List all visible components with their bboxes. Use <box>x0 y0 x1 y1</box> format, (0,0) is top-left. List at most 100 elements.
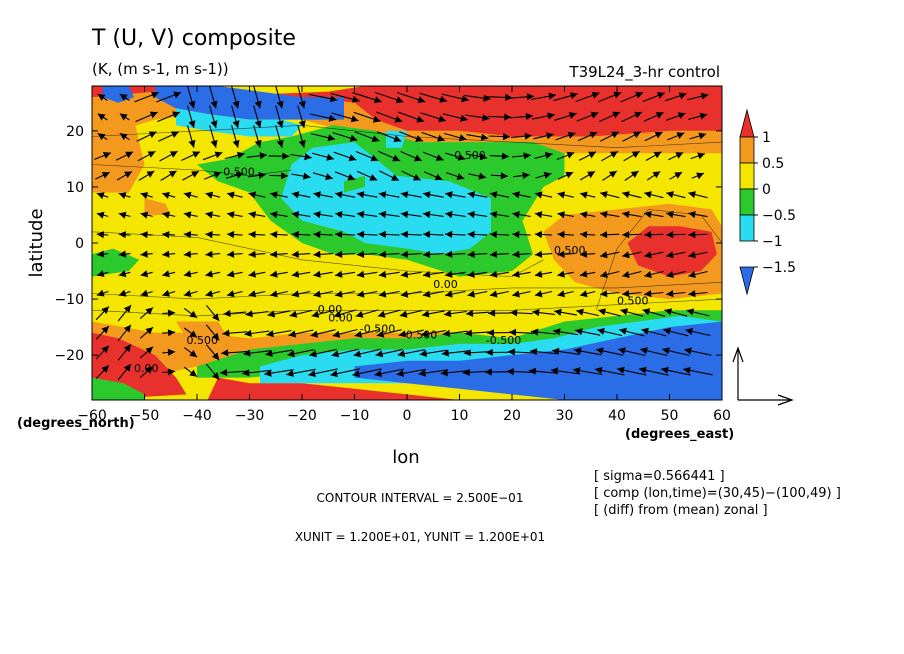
wind-vector-head <box>356 230 364 238</box>
wind-vector-head <box>291 290 300 298</box>
wind-vector <box>441 93 469 103</box>
wind-vector-head <box>630 171 639 178</box>
wind-vector-head <box>612 111 621 119</box>
wind-vector-head <box>96 211 105 219</box>
wind-vector <box>532 112 555 120</box>
wind-vector-head <box>677 112 686 120</box>
wind-vector-head <box>400 210 409 219</box>
wind-vector-head <box>265 349 273 357</box>
wind-vector-head <box>243 349 251 357</box>
wind-vector <box>202 151 223 161</box>
wind-vector-head <box>610 151 618 158</box>
wind-vector-head <box>400 270 409 278</box>
wind-vector <box>248 290 266 298</box>
wind-vector-head <box>503 133 511 141</box>
contour-label: -0.500 <box>402 328 437 341</box>
contour-label: 0.00 <box>328 312 353 325</box>
wind-vector <box>644 191 664 199</box>
wind-vector <box>644 231 664 239</box>
wind-vector <box>205 211 221 219</box>
wind-vector-head <box>580 231 588 239</box>
wind-vector-head <box>663 327 671 335</box>
wind-vector-head <box>642 308 651 316</box>
wind-vector <box>600 131 620 142</box>
wind-vector <box>573 347 602 356</box>
wind-vector <box>140 289 153 297</box>
wind-vector-head <box>326 153 334 161</box>
wind-vector <box>508 93 535 101</box>
wind-vector-head <box>118 231 126 239</box>
wind-vector <box>248 250 266 258</box>
wind-vector-head <box>591 91 600 99</box>
wind-vector <box>400 230 422 238</box>
wind-vector-head <box>171 131 179 138</box>
wind-vector-head <box>553 328 561 336</box>
wind-vector <box>333 309 357 318</box>
wind-vector-head <box>458 134 467 142</box>
wind-vector <box>644 290 664 298</box>
wind-vector-head <box>435 154 444 161</box>
wind-vector <box>422 290 444 298</box>
wind-vector-head <box>183 290 192 297</box>
wind-vector <box>535 171 552 179</box>
wind-vector-head <box>445 250 453 258</box>
wind-vector <box>231 105 240 129</box>
wind-vector <box>378 210 400 219</box>
wind-vector <box>246 152 268 160</box>
wind-vector-head <box>684 347 692 355</box>
wind-vector-head <box>232 120 240 128</box>
wind-vector-head <box>119 113 128 121</box>
wind-vector <box>335 250 356 258</box>
wind-vector <box>668 152 684 161</box>
wind-vector-head <box>227 270 235 278</box>
wind-vector <box>622 131 642 142</box>
wind-vector <box>226 211 243 219</box>
wind-vector-head <box>489 191 498 199</box>
wind-vector <box>118 211 131 219</box>
wind-vector-head <box>634 111 642 119</box>
wind-vector <box>576 308 600 317</box>
colorbar-arrow-bottom <box>739 266 755 296</box>
wind-vector <box>312 172 334 181</box>
wind-vector-head <box>570 92 578 100</box>
wind-vector-head <box>696 172 704 180</box>
experiment-label: T39L24_3-hr control <box>568 63 720 82</box>
wind-vector <box>617 347 646 357</box>
wind-vector-head <box>356 290 365 298</box>
wind-vector-head <box>374 370 382 378</box>
wind-vector <box>532 309 555 317</box>
wind-vector <box>162 368 176 376</box>
wind-vector-head <box>298 139 306 148</box>
x-tick-label: −60 <box>77 408 107 424</box>
wind-vector <box>374 368 405 378</box>
wind-vector-head <box>327 134 336 142</box>
wind-vector-head <box>151 91 159 99</box>
wind-vector-head <box>456 173 465 180</box>
wind-vector-head <box>688 211 696 219</box>
wind-vector <box>594 366 625 376</box>
wind-vector <box>266 329 292 338</box>
wind-vector-head <box>666 191 674 199</box>
wind-vector <box>467 230 488 238</box>
wind-vector-head <box>644 271 652 278</box>
wind-vector-head <box>149 111 158 119</box>
contour-line <box>595 209 722 311</box>
wind-vector <box>140 231 153 239</box>
wind-vector <box>579 231 596 239</box>
wind-vector <box>553 328 579 336</box>
wind-vector <box>638 366 669 376</box>
region-south-blue <box>354 321 722 400</box>
wind-vector-head <box>378 270 387 278</box>
wind-vector <box>688 112 708 120</box>
wind-vector <box>139 307 154 320</box>
contour-label: -0.500 <box>360 323 395 336</box>
wind-vector <box>313 270 333 278</box>
wind-vector <box>118 270 131 278</box>
wind-vector <box>644 131 663 142</box>
wind-vector-head <box>676 132 685 139</box>
wind-vector <box>117 363 132 381</box>
wind-vector-head <box>145 346 153 355</box>
wind-vector <box>550 367 581 375</box>
wind-vector-head <box>522 172 530 180</box>
wind-vector <box>313 250 333 258</box>
